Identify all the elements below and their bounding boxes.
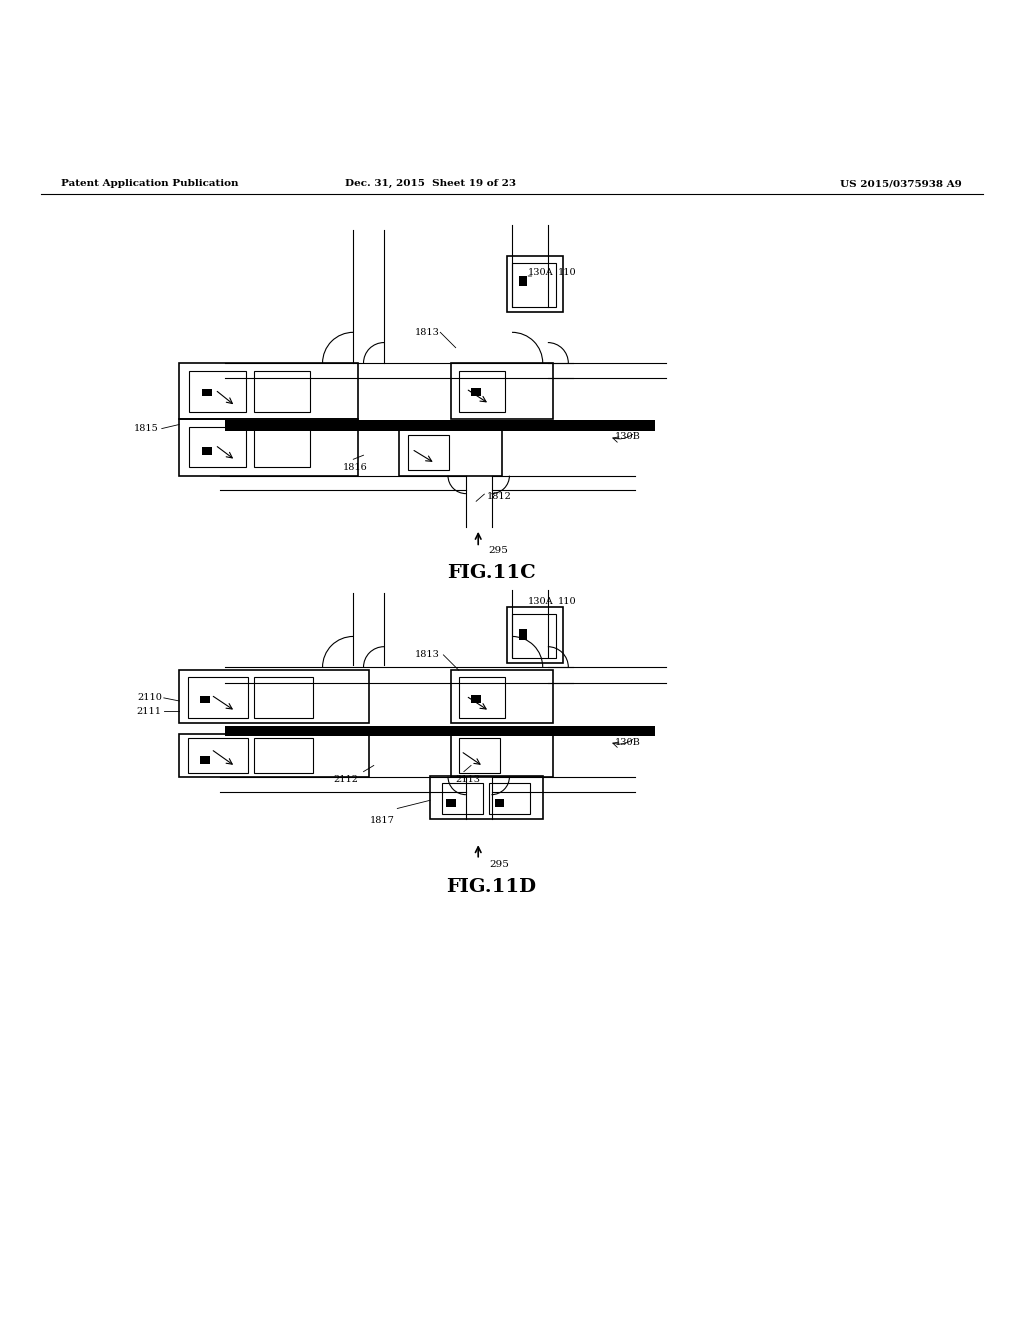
Text: 1812: 1812 xyxy=(486,491,511,500)
Text: 130B: 130B xyxy=(614,738,640,747)
Text: 295: 295 xyxy=(488,546,508,554)
Text: 2111: 2111 xyxy=(137,706,162,715)
Text: 1817: 1817 xyxy=(370,816,394,825)
Bar xyxy=(459,677,505,718)
Bar xyxy=(188,738,248,772)
Text: 1815: 1815 xyxy=(134,424,159,433)
Text: 1801: 1801 xyxy=(614,422,639,432)
Polygon shape xyxy=(471,694,481,704)
Bar xyxy=(512,263,556,306)
Bar xyxy=(512,614,556,657)
Polygon shape xyxy=(519,276,527,286)
Bar xyxy=(451,363,553,420)
Bar xyxy=(451,671,553,723)
Bar xyxy=(189,371,246,412)
Text: US 2015/0375938 A9: US 2015/0375938 A9 xyxy=(841,180,962,189)
Text: 110: 110 xyxy=(558,268,577,277)
Bar xyxy=(507,256,563,312)
Polygon shape xyxy=(202,388,212,396)
Bar xyxy=(451,734,553,776)
Bar xyxy=(254,677,313,718)
Bar xyxy=(507,607,563,663)
Bar xyxy=(430,776,543,818)
Text: 2110: 2110 xyxy=(137,693,162,702)
Polygon shape xyxy=(446,800,456,808)
Text: 130B: 130B xyxy=(614,432,640,441)
Polygon shape xyxy=(225,420,655,430)
Text: 2113: 2113 xyxy=(456,775,480,784)
Text: 1813: 1813 xyxy=(415,651,439,660)
Bar xyxy=(489,783,530,813)
Text: 2112: 2112 xyxy=(334,775,358,784)
Bar xyxy=(179,734,369,776)
Bar xyxy=(254,371,310,412)
Polygon shape xyxy=(519,630,527,639)
Text: FIG.11D: FIG.11D xyxy=(446,878,537,896)
Bar xyxy=(179,363,358,420)
Polygon shape xyxy=(225,726,655,735)
Bar xyxy=(459,738,500,772)
Bar xyxy=(442,783,483,813)
Bar xyxy=(254,426,310,467)
Polygon shape xyxy=(495,800,504,808)
Text: 295: 295 xyxy=(489,861,509,870)
Text: 1816: 1816 xyxy=(343,463,368,473)
Bar xyxy=(254,738,313,772)
Text: 1813: 1813 xyxy=(415,327,439,337)
Text: Dec. 31, 2015  Sheet 19 of 23: Dec. 31, 2015 Sheet 19 of 23 xyxy=(345,180,515,189)
Bar xyxy=(179,420,358,475)
Bar xyxy=(408,434,449,470)
Bar xyxy=(399,426,502,475)
Text: FIG.11C: FIG.11C xyxy=(447,564,536,582)
Polygon shape xyxy=(202,447,212,455)
Bar xyxy=(459,371,505,412)
Polygon shape xyxy=(471,388,481,396)
Text: 130A: 130A xyxy=(527,268,553,277)
Text: 1801: 1801 xyxy=(614,727,639,737)
Bar xyxy=(189,426,246,467)
Text: Patent Application Publication: Patent Application Publication xyxy=(61,180,239,189)
Text: 130A: 130A xyxy=(527,597,553,606)
Bar xyxy=(179,671,369,723)
Polygon shape xyxy=(200,696,210,704)
Polygon shape xyxy=(200,756,210,764)
Bar xyxy=(188,677,248,718)
Text: 110: 110 xyxy=(558,597,577,606)
